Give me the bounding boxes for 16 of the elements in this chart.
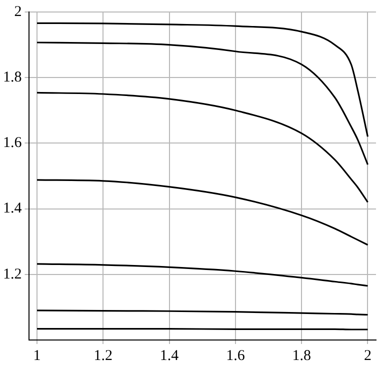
line-series: [36, 42, 369, 166]
y-tick-label: 1.8: [3, 70, 22, 86]
x-tick-label: 1.6: [226, 348, 246, 364]
line-series: [36, 263, 369, 287]
y-tick-label: 1.6: [3, 135, 22, 152]
y-tick-label: 2: [14, 4, 22, 20]
x-tick-label: 1.2: [94, 348, 113, 364]
line-series: [36, 92, 369, 204]
line-series: [36, 179, 369, 246]
x-tick-label: 1.8: [292, 348, 311, 364]
x-tick-label: 1.4: [160, 348, 180, 364]
x-tick-label: 2: [364, 348, 372, 364]
x-tick-label: 1: [33, 348, 41, 364]
y-tick-label: 1.4: [3, 200, 22, 217]
line-series: [36, 22, 369, 138]
y-tick-label: 1.2: [3, 266, 22, 282]
